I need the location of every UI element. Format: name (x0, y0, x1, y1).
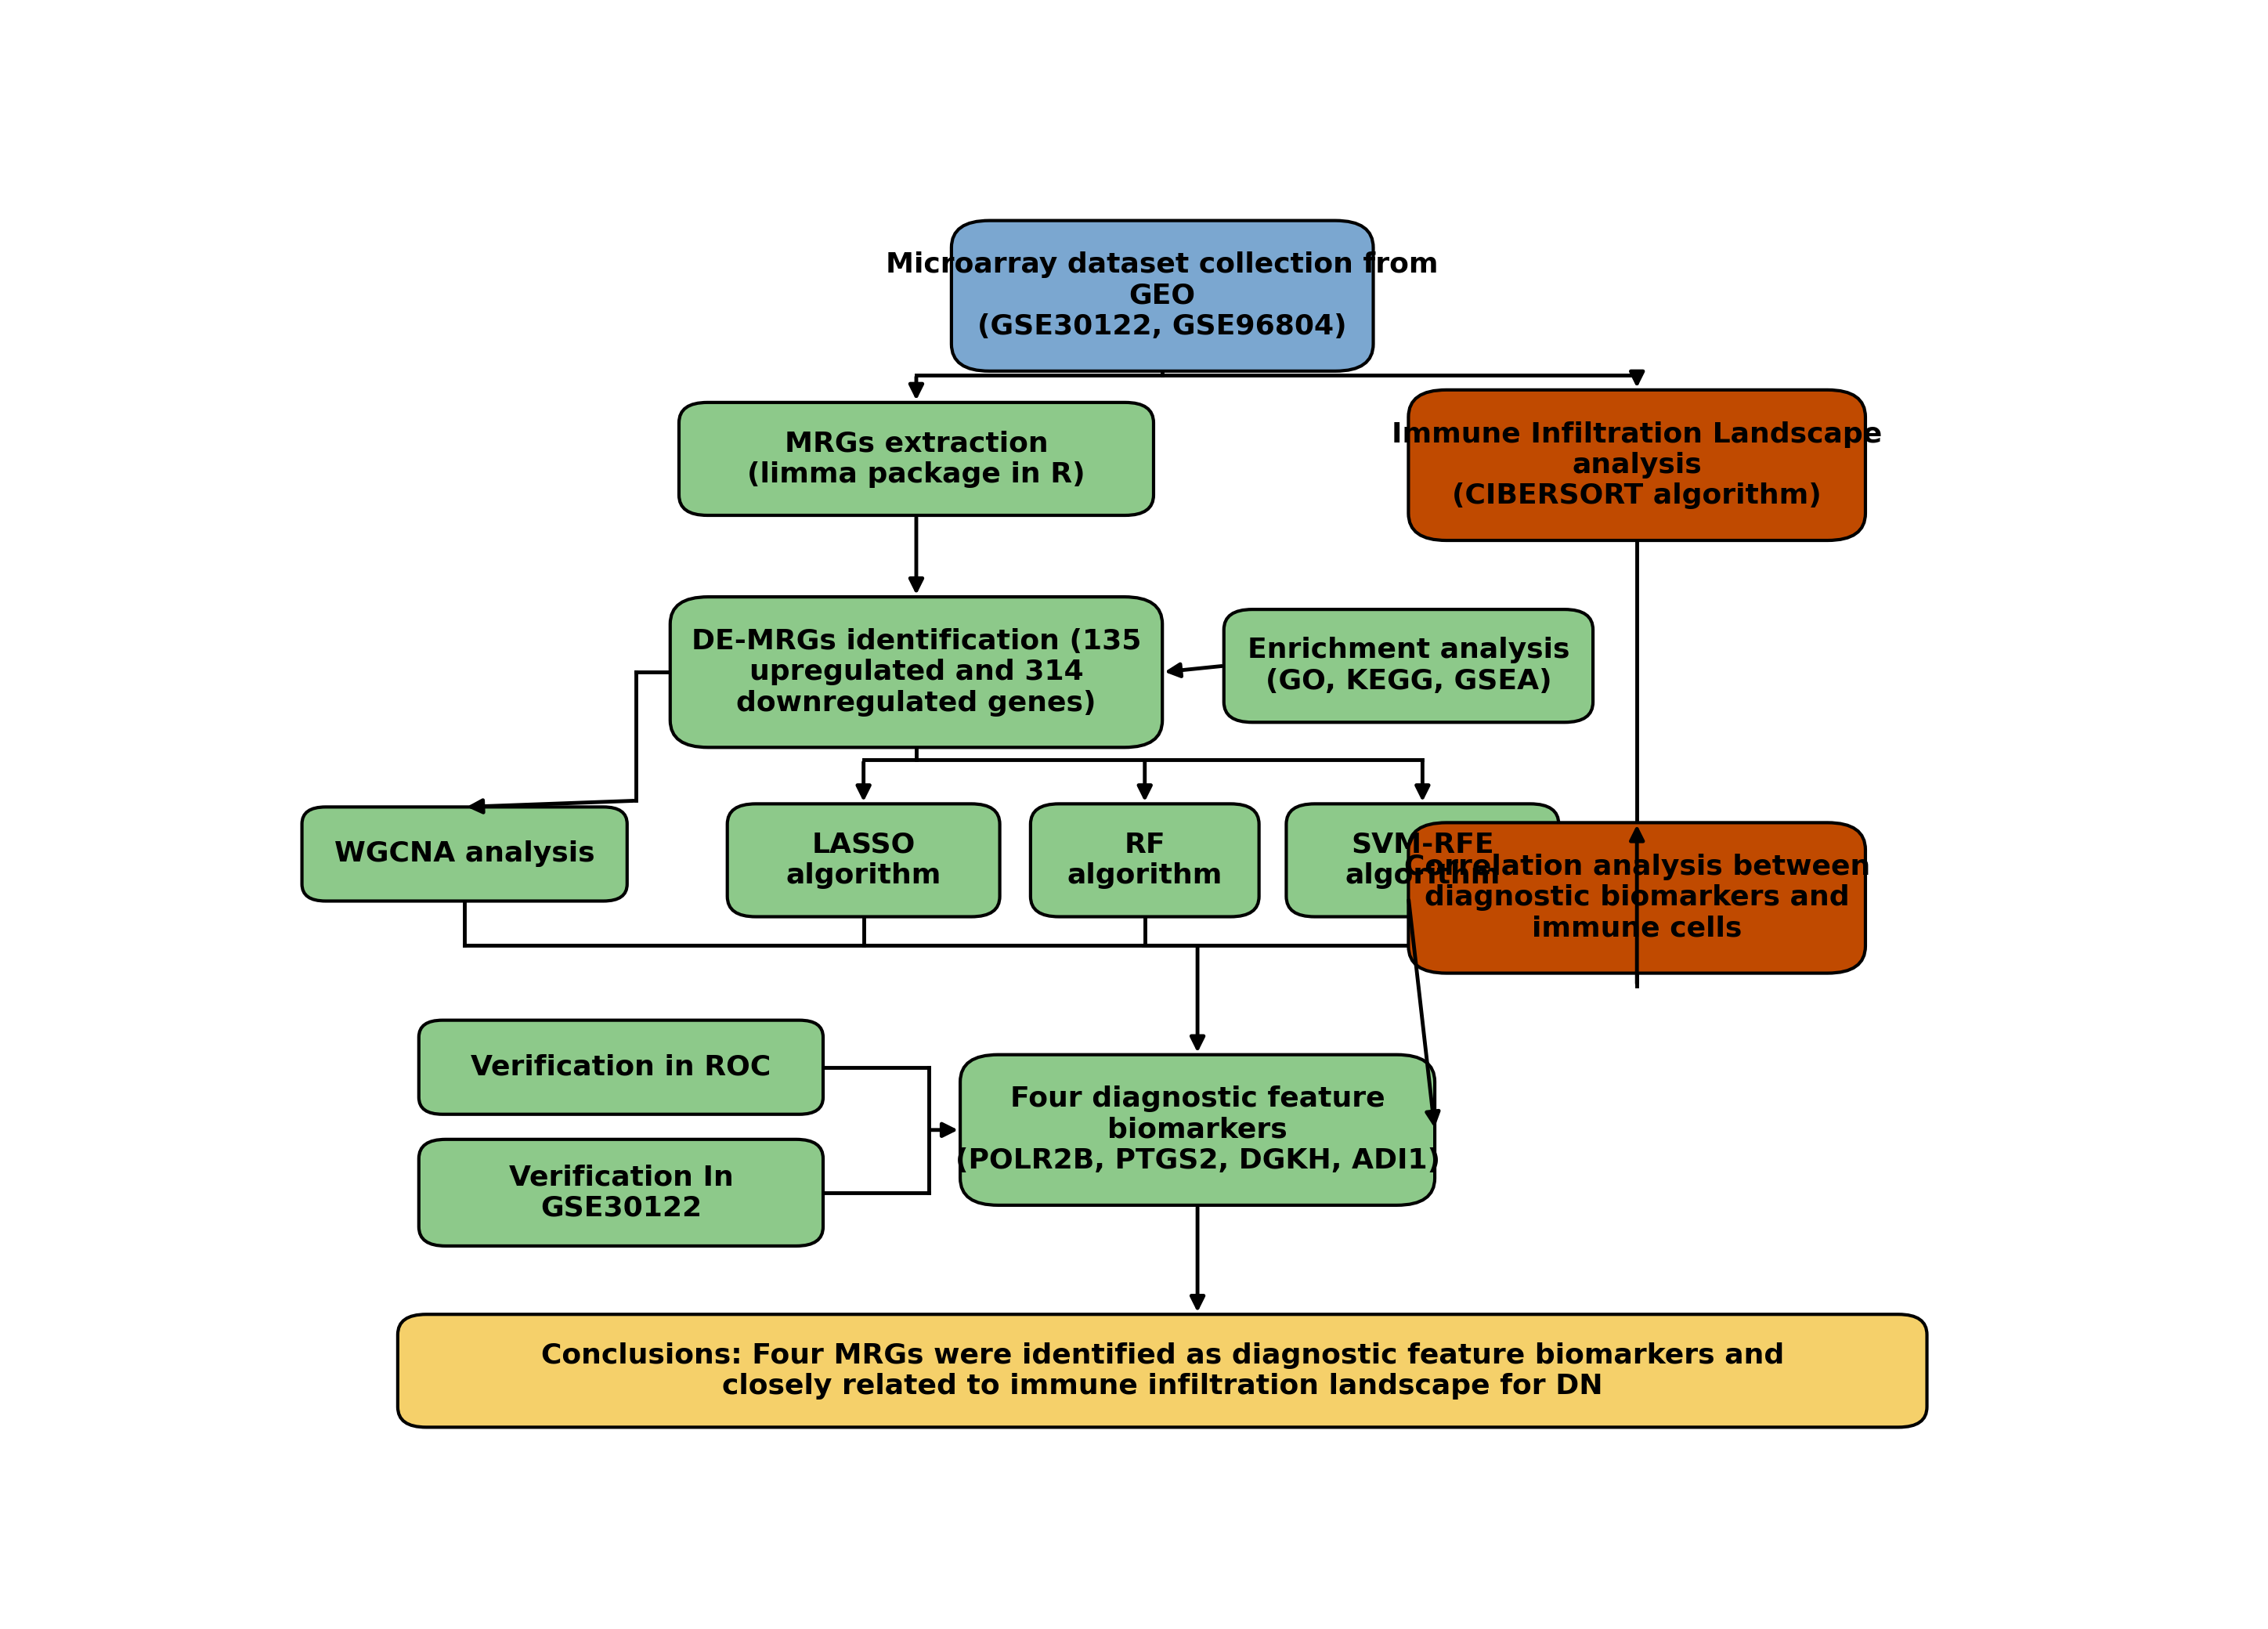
Text: WGCNA analysis: WGCNA analysis (333, 841, 594, 867)
FancyBboxPatch shape (1225, 609, 1592, 722)
Text: LASSO
algorithm: LASSO algorithm (787, 831, 941, 889)
FancyBboxPatch shape (959, 1054, 1436, 1205)
Text: DE-MRGs identification (135
upregulated and 314
downregulated genes): DE-MRGs identification (135 upregulated … (692, 627, 1141, 717)
FancyBboxPatch shape (728, 803, 1000, 917)
FancyBboxPatch shape (397, 1315, 1928, 1427)
Text: RF
algorithm: RF algorithm (1068, 831, 1222, 889)
FancyBboxPatch shape (1408, 823, 1864, 973)
Text: Verification in ROC: Verification in ROC (472, 1054, 771, 1080)
Text: Immune Infiltration Landscape
analysis
(CIBERSORT algorithm): Immune Infiltration Landscape analysis (… (1393, 420, 1882, 510)
FancyBboxPatch shape (953, 220, 1372, 371)
Text: SVM-RFE
algorithm: SVM-RFE algorithm (1345, 831, 1499, 889)
Text: Four diagnostic feature
biomarkers
(POLR2B, PTGS2, DGKH, ADI1): Four diagnostic feature biomarkers (POLR… (955, 1087, 1440, 1175)
FancyBboxPatch shape (671, 596, 1161, 748)
Text: Verification In
GSE30122: Verification In GSE30122 (508, 1165, 733, 1222)
Text: Microarray dataset collection from
GEO
(GSE30122, GSE96804): Microarray dataset collection from GEO (… (887, 251, 1438, 340)
Text: MRGs extraction
(limma package in R): MRGs extraction (limma package in R) (746, 430, 1086, 487)
FancyBboxPatch shape (1408, 389, 1864, 541)
FancyBboxPatch shape (420, 1139, 823, 1246)
Text: Correlation analysis between
diagnostic biomarkers and
immune cells: Correlation analysis between diagnostic … (1404, 854, 1871, 942)
FancyBboxPatch shape (1030, 803, 1259, 917)
FancyBboxPatch shape (302, 806, 628, 901)
Text: Conclusions: Four MRGs were identified as diagnostic feature biomarkers and
clos: Conclusions: Four MRGs were identified a… (540, 1342, 1785, 1399)
FancyBboxPatch shape (678, 402, 1154, 515)
FancyBboxPatch shape (1286, 803, 1558, 917)
FancyBboxPatch shape (420, 1020, 823, 1114)
Text: Enrichment analysis
(GO, KEGG, GSEA): Enrichment analysis (GO, KEGG, GSEA) (1247, 637, 1569, 694)
